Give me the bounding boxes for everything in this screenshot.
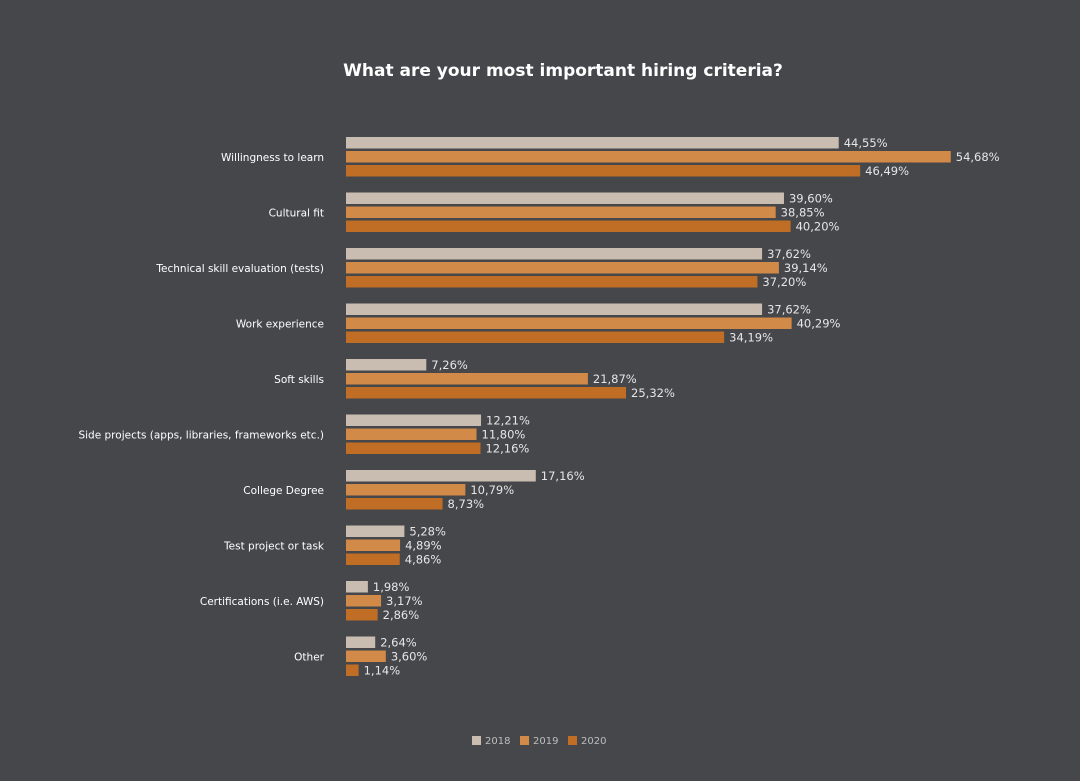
bar-work-experience-2020 <box>346 331 725 343</box>
value-label-work-experience-2020: 34,19% <box>729 331 773 345</box>
value-label-cultural-fit-2020: 40,20% <box>796 220 840 234</box>
bar-other-2020 <box>346 664 359 676</box>
category-label-willingness-to-learn: Willingness to learn <box>221 152 324 164</box>
bar-side-projects-apps-libraries-frameworks-etc-2020 <box>346 442 481 454</box>
legend: 2018 2019 2020 <box>472 736 606 747</box>
legend-label-2020: 2020 <box>581 736 606 747</box>
value-label-work-experience-2019: 40,29% <box>797 317 841 331</box>
value-label-other-2019: 3,60% <box>391 650 428 664</box>
legend-label-2018: 2018 <box>485 736 510 747</box>
value-label-willingness-to-learn-2020: 46,49% <box>865 164 909 178</box>
value-label-work-experience-2018: 37,62% <box>767 303 811 317</box>
value-label-technical-skill-evaluation-tests-2018: 37,62% <box>767 247 811 261</box>
bar-technical-skill-evaluation-tests-2019 <box>346 262 779 274</box>
bar-certifications-i-e-aws-2018 <box>346 581 368 593</box>
bar-work-experience-2018 <box>346 303 763 315</box>
value-label-other-2018: 2,64% <box>380 636 417 650</box>
bar-technical-skill-evaluation-tests-2018 <box>346 248 763 260</box>
value-label-technical-skill-evaluation-tests-2019: 39,14% <box>784 261 828 275</box>
bar-willingness-to-learn-2019 <box>346 151 951 163</box>
value-label-side-projects-apps-libraries-frameworks-etc-2020: 12,16% <box>485 442 529 456</box>
category-label-test-project-or-task: Test project or task <box>223 540 325 552</box>
bar-test-project-or-task-2018 <box>346 525 405 537</box>
bar-college-degree-2019 <box>346 484 466 496</box>
bars-layer: Willingness to learn 44,55% 54,68% 46,49% Cu… <box>78 136 999 678</box>
category-label-cultural-fit: Cultural fit <box>269 207 324 219</box>
bar-technical-skill-evaluation-tests-2020 <box>346 276 758 288</box>
category-label-side-projects-apps-libraries-frameworks-etc: Side projects (apps, libraries, framewor… <box>78 429 324 441</box>
value-label-technical-skill-evaluation-tests-2020: 37,20% <box>762 275 806 289</box>
value-label-side-projects-apps-libraries-frameworks-etc-2019: 11,80% <box>482 428 526 442</box>
bar-other-2019 <box>346 650 386 662</box>
value-label-certifications-i-e-aws-2019: 3,17% <box>386 594 423 608</box>
value-label-cultural-fit-2019: 38,85% <box>781 206 825 220</box>
value-label-soft-skills-2018: 7,26% <box>431 358 468 372</box>
bar-test-project-or-task-2020 <box>346 553 400 565</box>
value-label-willingness-to-learn-2019: 54,68% <box>956 150 1000 164</box>
value-label-test-project-or-task-2018: 5,28% <box>409 525 446 539</box>
value-label-test-project-or-task-2020: 4,86% <box>405 553 442 567</box>
value-label-cultural-fit-2018: 39,60% <box>789 192 833 206</box>
bar-willingness-to-learn-2018 <box>346 137 839 149</box>
legend-swatch-2019 <box>520 736 529 745</box>
value-label-college-degree-2018: 17,16% <box>541 469 585 483</box>
chart-title: What are your most important hiring crit… <box>343 61 783 81</box>
category-label-other: Other <box>294 651 324 663</box>
bar-soft-skills-2018 <box>346 359 427 371</box>
value-label-soft-skills-2020: 25,32% <box>631 386 675 400</box>
category-label-certifications-i-e-aws: Certifications (i.e. AWS) <box>200 596 324 608</box>
value-label-willingness-to-learn-2018: 44,55% <box>844 136 888 150</box>
bar-work-experience-2019 <box>346 317 792 329</box>
bar-certifications-i-e-aws-2019 <box>346 595 382 607</box>
value-label-certifications-i-e-aws-2018: 1,98% <box>373 580 410 594</box>
value-label-other-2020: 1,14% <box>364 664 401 678</box>
bar-college-degree-2018 <box>346 470 536 482</box>
value-label-test-project-or-task-2019: 4,89% <box>405 539 442 553</box>
bar-cultural-fit-2019 <box>346 206 776 218</box>
value-label-certifications-i-e-aws-2020: 2,86% <box>383 608 420 622</box>
bar-test-project-or-task-2019 <box>346 539 401 551</box>
category-label-college-degree: College Degree <box>243 485 324 497</box>
category-label-soft-skills: Soft skills <box>274 374 324 386</box>
category-label-technical-skill-evaluation-tests: Technical skill evaluation (tests) <box>155 263 324 275</box>
bar-soft-skills-2020 <box>346 387 627 399</box>
value-label-side-projects-apps-libraries-frameworks-etc-2018: 12,21% <box>486 414 530 428</box>
bar-side-projects-apps-libraries-frameworks-etc-2018 <box>346 414 482 426</box>
value-label-college-degree-2019: 10,79% <box>470 483 514 497</box>
bar-soft-skills-2019 <box>346 373 588 385</box>
bar-college-degree-2020 <box>346 498 443 510</box>
bar-cultural-fit-2018 <box>346 192 784 204</box>
value-label-soft-skills-2019: 21,87% <box>593 372 637 386</box>
category-label-work-experience: Work experience <box>236 318 324 330</box>
bar-other-2018 <box>346 636 376 648</box>
legend-label-2019: 2019 <box>533 736 558 747</box>
legend-swatch-2020 <box>568 736 577 745</box>
bar-side-projects-apps-libraries-frameworks-etc-2019 <box>346 428 477 440</box>
value-label-college-degree-2020: 8,73% <box>448 497 485 511</box>
legend-swatch-2018 <box>472 736 481 745</box>
bar-cultural-fit-2020 <box>346 220 791 232</box>
bar-certifications-i-e-aws-2020 <box>346 609 378 621</box>
bar-willingness-to-learn-2020 <box>346 165 861 177</box>
